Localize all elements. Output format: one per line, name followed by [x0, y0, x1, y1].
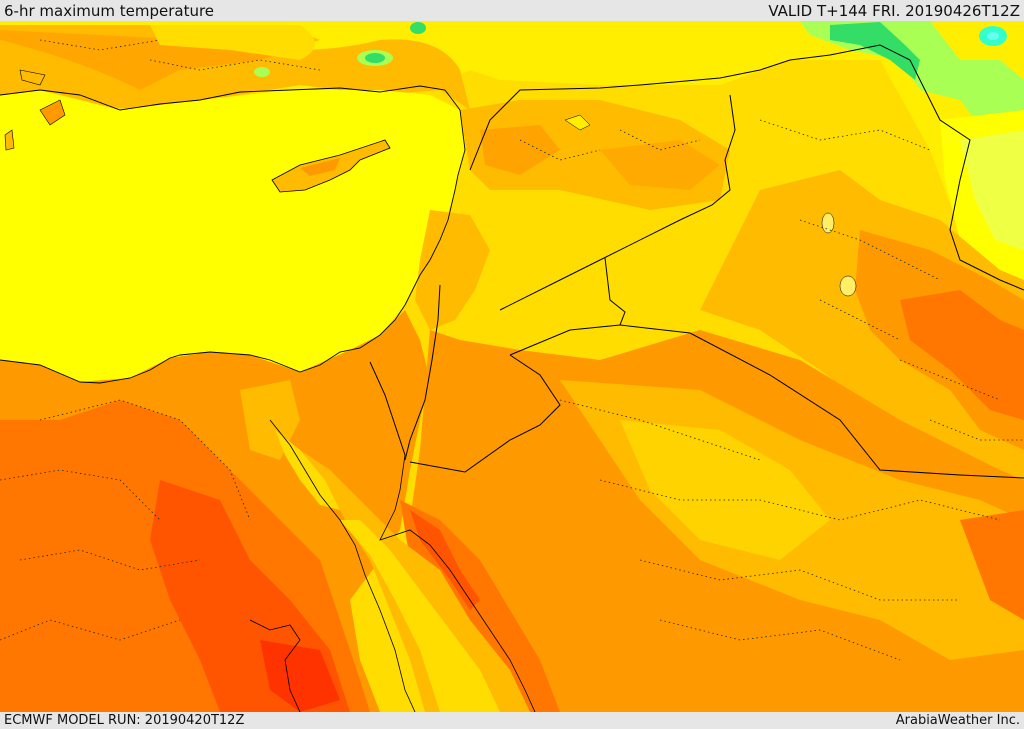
iraq-orange [700, 170, 1024, 480]
lake-2 [839, 275, 857, 297]
green-ne-strong [830, 22, 920, 80]
greek-island-1 [39, 99, 66, 126]
map-footer: ECMWF MODEL RUN: 20190420T12Z ArabiaWeat… [0, 712, 1024, 729]
credit: ArabiaWeather Inc. [895, 713, 1020, 728]
border-jordan [509, 324, 621, 356]
map-header: 6-hr maximum temperature VALID T+144 FRI… [0, 0, 1024, 21]
border-jordan-valley [404, 284, 441, 461]
coastline-red-sea-east [379, 454, 536, 712]
map-title: 6-hr maximum temperature [4, 1, 215, 20]
border-syria-iraq [499, 94, 736, 311]
border-iraq-saudi [604, 257, 1024, 479]
valid-time: VALID T+144 FRI. 20190426T12Z [768, 1, 1020, 20]
coastline-red-sea-west [269, 419, 416, 712]
lake-van [564, 114, 591, 131]
coastline-turkey [0, 85, 461, 111]
temperature-map [0, 21, 1024, 712]
levant-west [415, 210, 490, 330]
red-sea [300, 450, 530, 712]
green-spot-1 [410, 22, 426, 34]
coastline-levant [0, 109, 466, 384]
lake-1 [821, 212, 835, 234]
border-jordan-saudi [409, 354, 561, 473]
border-egypt-israel [369, 361, 406, 456]
internal-borders [0, 39, 1024, 661]
border-turkey-syria [469, 44, 1024, 291]
nile-river [249, 619, 301, 712]
turkey-inner [150, 25, 315, 60]
model-run: ECMWF MODEL RUN: 20190420T12Z [4, 713, 245, 728]
gulf-suez [275, 430, 340, 510]
